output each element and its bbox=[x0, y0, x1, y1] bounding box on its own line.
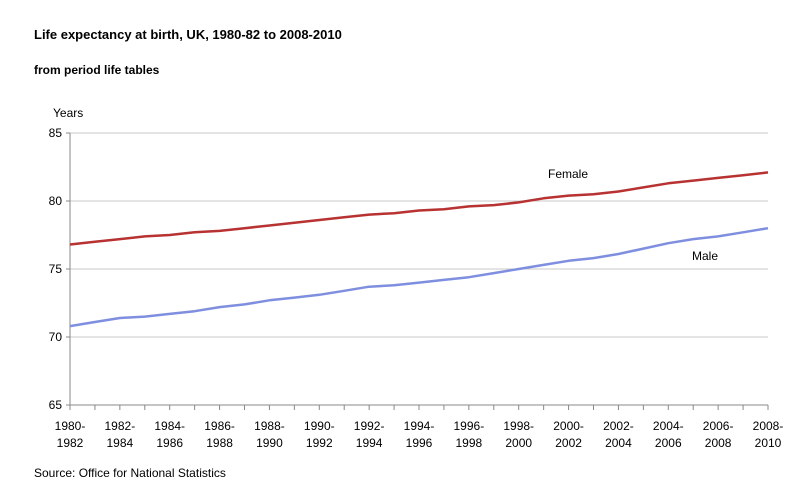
x-tick-label: 2002-2004 bbox=[603, 419, 634, 450]
x-tick-label: 1998-2000 bbox=[503, 419, 534, 450]
x-tick-label: 1984-1986 bbox=[154, 419, 185, 450]
x-tick-label: 1990-1992 bbox=[304, 419, 335, 450]
x-tick-label: 1986-1988 bbox=[204, 419, 235, 450]
x-tick-label: 1994-1996 bbox=[404, 419, 435, 450]
y-tick-label: 85 bbox=[49, 126, 63, 140]
y-tick-labels: 65 70 75 80 85 bbox=[49, 126, 63, 412]
axes bbox=[66, 132, 769, 410]
series-label-male: Male bbox=[692, 249, 718, 263]
y-tick-label: 70 bbox=[49, 330, 63, 344]
x-tick-label: 1992-1994 bbox=[354, 419, 385, 450]
x-tick-label: 1996-1998 bbox=[454, 419, 485, 450]
y-tick-label: 75 bbox=[49, 262, 63, 276]
x-tick-label: 1988-1990 bbox=[254, 419, 285, 450]
series-label-female: Female bbox=[548, 167, 588, 181]
series-line-male bbox=[69, 226, 769, 328]
x-tick-label: 2004-2006 bbox=[653, 419, 684, 450]
source-note: Source: Office for National Statistics bbox=[34, 466, 226, 480]
x-tick-labels: 1980-1982 1982-1984 1984-1986 1986-1988 1988… bbox=[55, 419, 784, 450]
x-tick-label: 1980-1982 bbox=[55, 419, 86, 450]
series-line-female bbox=[69, 171, 769, 246]
chart-title: Life expectancy at birth, UK, 1980-82 to… bbox=[34, 27, 342, 42]
x-tick-label: 2006-2008 bbox=[703, 419, 734, 450]
y-axis-title: Years bbox=[53, 106, 83, 120]
x-tick-label: 2008-2010 bbox=[753, 419, 784, 450]
series-lines bbox=[69, 171, 769, 328]
chart-subtitle: from period life tables bbox=[34, 63, 160, 77]
y-tick-label: 65 bbox=[49, 398, 63, 412]
x-tick-label: 2000-2002 bbox=[553, 419, 584, 450]
y-tick-label: 80 bbox=[49, 194, 63, 208]
x-tick-label: 1982-1984 bbox=[105, 419, 136, 450]
grid-lines bbox=[70, 132, 768, 338]
